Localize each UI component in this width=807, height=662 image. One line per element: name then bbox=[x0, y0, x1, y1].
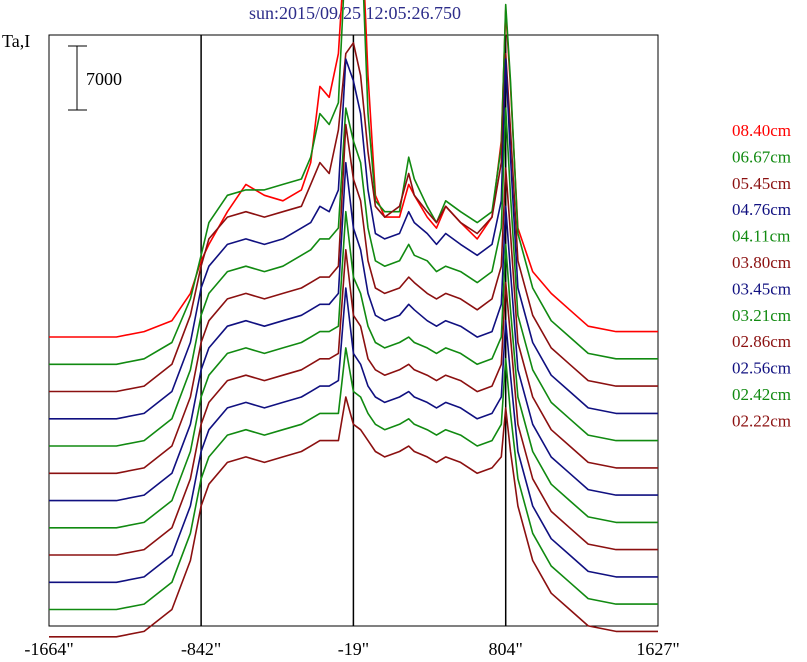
series-line-04.76cm bbox=[49, 58, 658, 420]
scale-bar-label: 7000 bbox=[86, 69, 122, 89]
x-tick-label: -842" bbox=[181, 639, 221, 659]
series-line-05.45cm bbox=[49, 41, 658, 393]
reference-lines bbox=[200, 35, 507, 626]
series-line-03.80cm bbox=[49, 123, 658, 475]
chart-title: sun:2015/09/25 12:05:26.750 bbox=[249, 3, 461, 23]
legend: 08.40cm 06.67cm 05.45cm 04.76cm 04.11cm 03.80… bbox=[732, 121, 791, 430]
series-line-02.22cm bbox=[49, 396, 658, 638]
series-line-02.42cm bbox=[49, 347, 658, 611]
legend-item-03.45cm: 03.45cm bbox=[732, 279, 791, 298]
legend-item-03.21cm: 03.21cm bbox=[732, 306, 791, 325]
legend-item-03.80cm: 03.80cm bbox=[732, 253, 791, 272]
x-tick-label: -19" bbox=[338, 639, 369, 659]
scale-bar: 7000 bbox=[68, 45, 122, 111]
legend-item-02.22cm: 02.22cm bbox=[732, 411, 791, 430]
series-line-04.11cm bbox=[49, 107, 658, 447]
x-tick-label: 804" bbox=[489, 639, 523, 659]
x-axis-ticks: -1664" -842" -19" 804" 1627" bbox=[24, 620, 680, 659]
x-tick-label: -1664" bbox=[24, 639, 73, 659]
x-tick-label: 1627" bbox=[636, 639, 679, 659]
y-axis-label: Ta,I bbox=[2, 31, 30, 51]
series-group bbox=[49, 0, 658, 638]
legend-item-04.11cm: 04.11cm bbox=[732, 227, 790, 246]
legend-item-05.45cm: 05.45cm bbox=[732, 174, 791, 193]
series-line-02.86cm bbox=[49, 249, 658, 556]
legend-item-06.67cm: 06.67cm bbox=[732, 147, 791, 166]
legend-item-02.86cm: 02.86cm bbox=[732, 332, 791, 351]
series-line-03.45cm bbox=[49, 161, 658, 502]
legend-item-02.56cm: 02.56cm bbox=[732, 359, 791, 378]
legend-item-02.42cm: 02.42cm bbox=[732, 385, 791, 404]
series-line-02.56cm bbox=[49, 287, 658, 584]
series-line-06.67cm bbox=[49, 0, 658, 366]
series-line-03.21cm bbox=[49, 210, 658, 529]
legend-item-04.76cm: 04.76cm bbox=[732, 200, 791, 219]
legend-item-08.40cm: 08.40cm bbox=[732, 121, 791, 140]
